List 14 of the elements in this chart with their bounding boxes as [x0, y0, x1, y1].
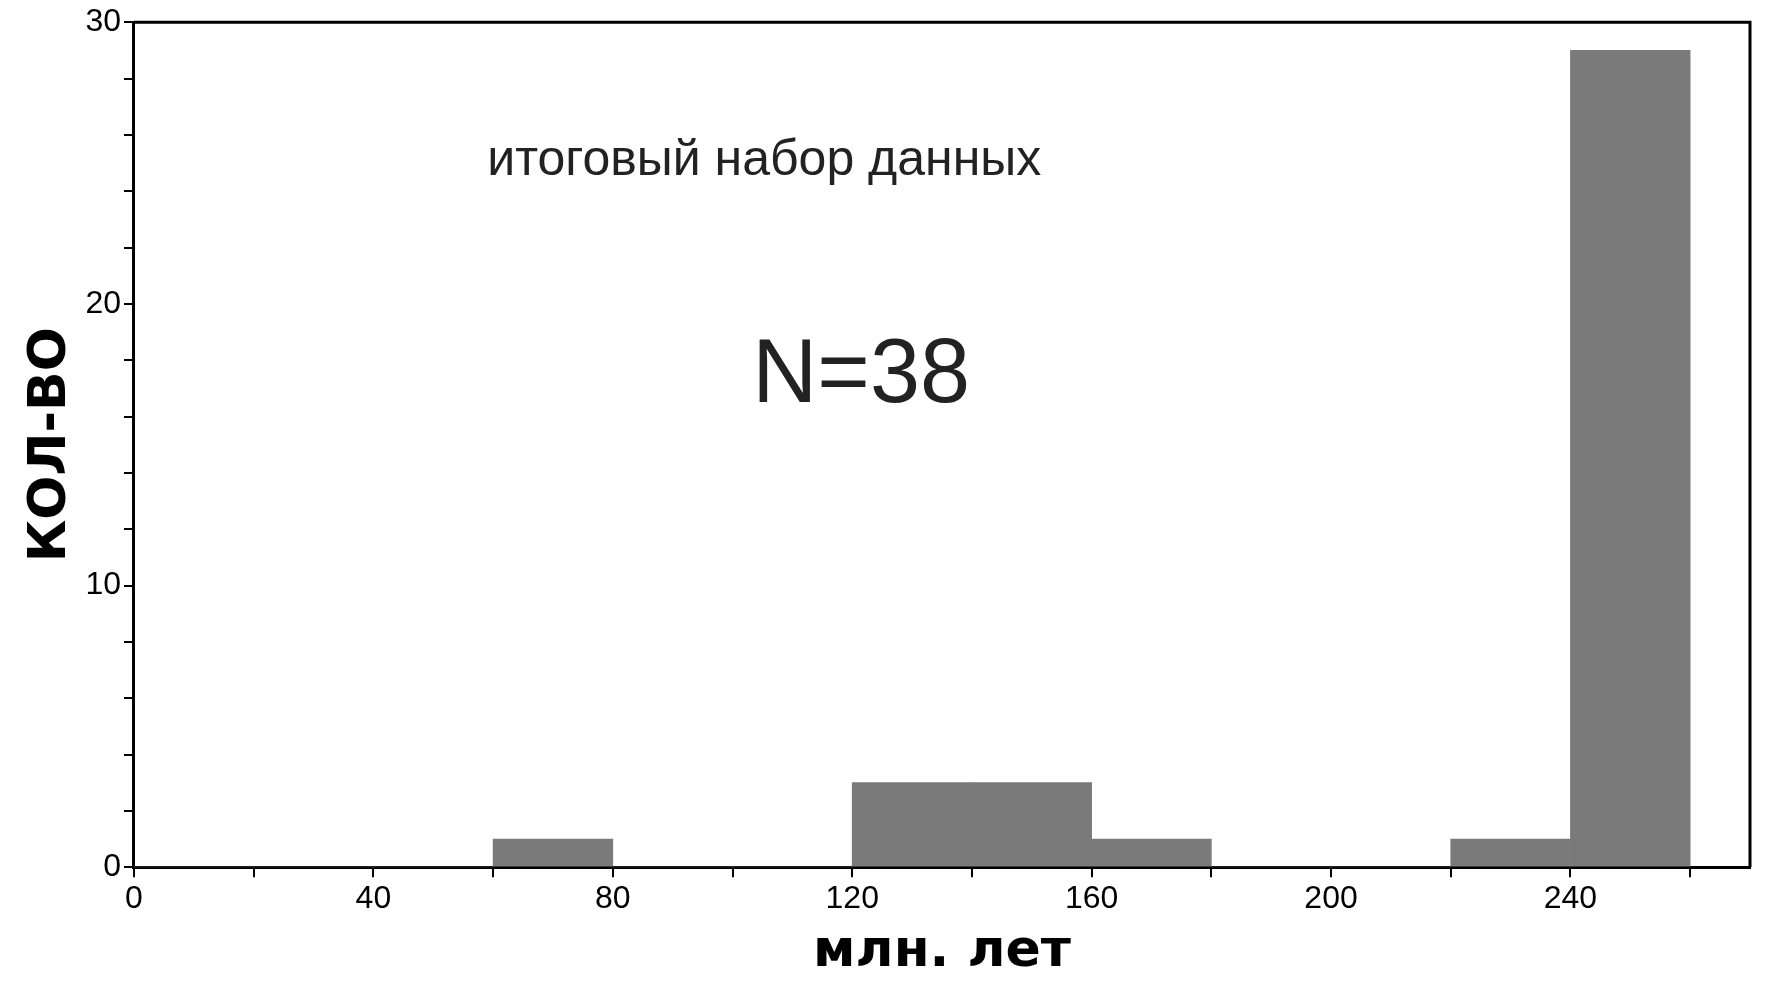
- y-tick-label: 0: [103, 847, 121, 884]
- y-tick-label: 10: [85, 565, 121, 602]
- x-tick-label: 80: [595, 879, 631, 916]
- x-axis-title: млн. лет: [813, 918, 1071, 979]
- y-tick-label: 20: [85, 283, 121, 320]
- x-tick-label: 40: [355, 879, 392, 916]
- annotation: N=38: [752, 320, 971, 421]
- y-axis-title: КОЛ-ВО: [16, 327, 77, 563]
- x-tick-label: 200: [1304, 879, 1358, 916]
- y-tick-label: 30: [85, 2, 121, 39]
- x-tick-label: 120: [825, 879, 879, 916]
- annotation: итоговый набор данных: [487, 130, 1042, 187]
- x-tick-label: 160: [1064, 879, 1119, 916]
- x-tick-label: 240: [1543, 879, 1598, 916]
